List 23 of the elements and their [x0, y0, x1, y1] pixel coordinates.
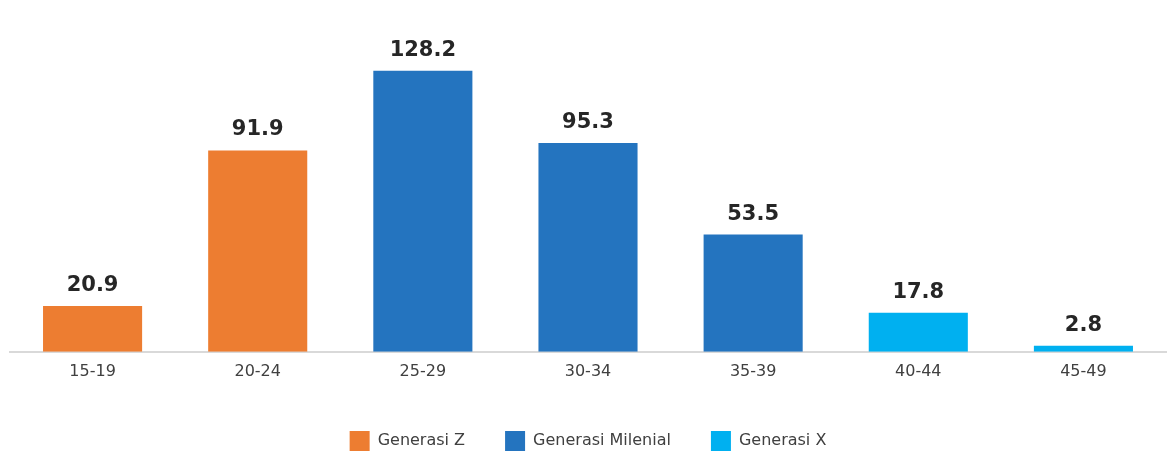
bar	[373, 70, 473, 352]
bar	[43, 306, 143, 352]
x-tick-label: 45-49	[1060, 360, 1107, 380]
x-tick-label: 25-29	[399, 360, 447, 380]
legend-label: Generasi X	[738, 430, 827, 450]
bar	[538, 142, 638, 352]
data-label: 20.9	[66, 271, 119, 296]
legend-label: Generasi Milenial	[533, 430, 671, 450]
x-tick-label: 35-39	[729, 360, 777, 380]
bar	[208, 150, 308, 352]
x-tick-label: 20-24	[234, 360, 281, 380]
data-label: 17.8	[892, 278, 945, 303]
data-label: 91.9	[231, 116, 284, 141]
data-label: 128.2	[389, 36, 457, 61]
x-tick-label: 30-34	[564, 360, 612, 380]
data-label: 53.5	[727, 200, 780, 225]
data-label: 95.3	[562, 108, 614, 133]
data-label: 2.8	[1064, 311, 1103, 336]
bar	[703, 234, 803, 352]
x-tick-label: 40-44	[895, 360, 942, 380]
bar	[868, 312, 968, 352]
x-tick-label: 15-19	[69, 360, 116, 380]
legend-label: Generasi Z	[377, 430, 466, 450]
